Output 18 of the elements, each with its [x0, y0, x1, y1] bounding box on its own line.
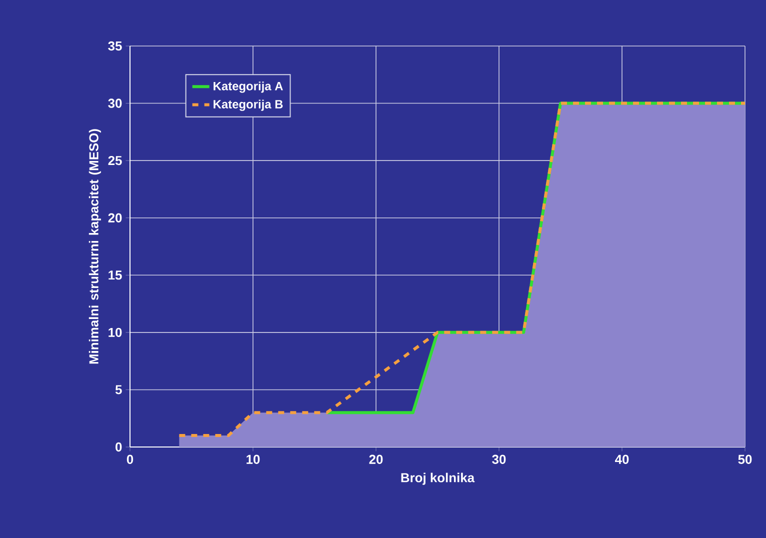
y-tick-label: 25	[108, 156, 122, 166]
x-tick-label: 30	[492, 454, 506, 464]
legend-label: Kategorija A	[214, 82, 283, 93]
x-tick-label: 10	[246, 454, 260, 464]
y-tick-label: 15	[108, 270, 122, 280]
x-axis-title: Broj kolnika	[401, 472, 475, 485]
y-tick-label: 10	[108, 328, 122, 338]
x-tick-label: 40	[615, 454, 629, 464]
y-tick-label: 5	[115, 385, 122, 394]
y-tick-label: 30	[108, 98, 122, 108]
y-axis-title: Minimalni strukturni kapacitet (MESO)	[88, 129, 101, 364]
y-tick-label: 0	[116, 442, 122, 452]
legend-label: Kategorija B	[214, 100, 283, 111]
x-tick-label: 0	[126, 454, 134, 464]
x-tick-label: 20	[369, 454, 383, 464]
y-tick-label: 35	[108, 41, 122, 51]
y-tick-label: 20	[108, 213, 122, 222]
x-tick-label: 50	[738, 454, 752, 464]
